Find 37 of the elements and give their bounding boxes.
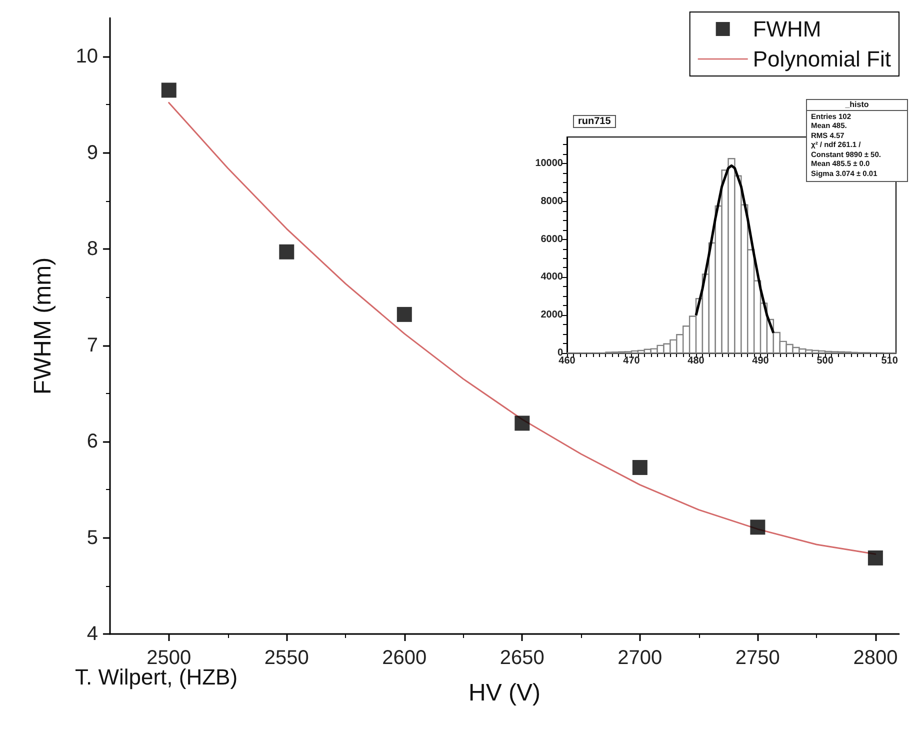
point <box>396 306 412 322</box>
x-tick-label: 2550 <box>264 647 309 669</box>
x-tick-label: 500 <box>816 356 834 366</box>
y-tick-label: 6 <box>86 430 98 452</box>
y-tick-label: 10000 <box>535 158 564 170</box>
y-tick-label: 8000 <box>540 196 564 207</box>
y-tick-label: 5 <box>86 526 98 549</box>
y-tick-label: 7 <box>86 334 98 356</box>
y-tick-label: 4 <box>86 623 98 645</box>
x-axis-title: HV (V) <box>468 680 540 706</box>
y-tick-label: 4000 <box>540 272 564 283</box>
point <box>868 550 883 566</box>
x-tick-label: 2650 <box>500 647 544 669</box>
x-tick-label: 2600 <box>382 647 427 669</box>
chart-title: run715 <box>573 115 616 128</box>
y-axis-title: FWHM (mm) <box>30 257 56 395</box>
x-tick-label: 510 <box>881 356 898 366</box>
legend-title: _histo <box>807 100 907 110</box>
y-tick-label: 8 <box>86 238 98 260</box>
y-tick-label: 6000 <box>540 234 564 245</box>
x-tick-label: 2750 <box>735 647 780 669</box>
point <box>161 82 176 98</box>
x-tick-label: 480 <box>688 356 705 366</box>
legend-label: Polynomial Fit <box>752 46 891 72</box>
y-tick-label: 10 <box>76 46 98 68</box>
y-tick-label: 2000 <box>540 310 564 321</box>
x-tick-label: 460 <box>558 356 576 366</box>
point <box>279 244 294 260</box>
x-tick-label: 2700 <box>618 647 662 669</box>
x-tick-label: 2800 <box>853 647 898 669</box>
x-tick-label: 490 <box>752 356 770 366</box>
point <box>632 460 648 475</box>
point <box>514 416 530 431</box>
x-tick-label: 470 <box>623 356 640 366</box>
y-tick-label: 9 <box>86 142 98 164</box>
legend-label: FWHM <box>752 16 822 42</box>
point <box>750 520 766 535</box>
